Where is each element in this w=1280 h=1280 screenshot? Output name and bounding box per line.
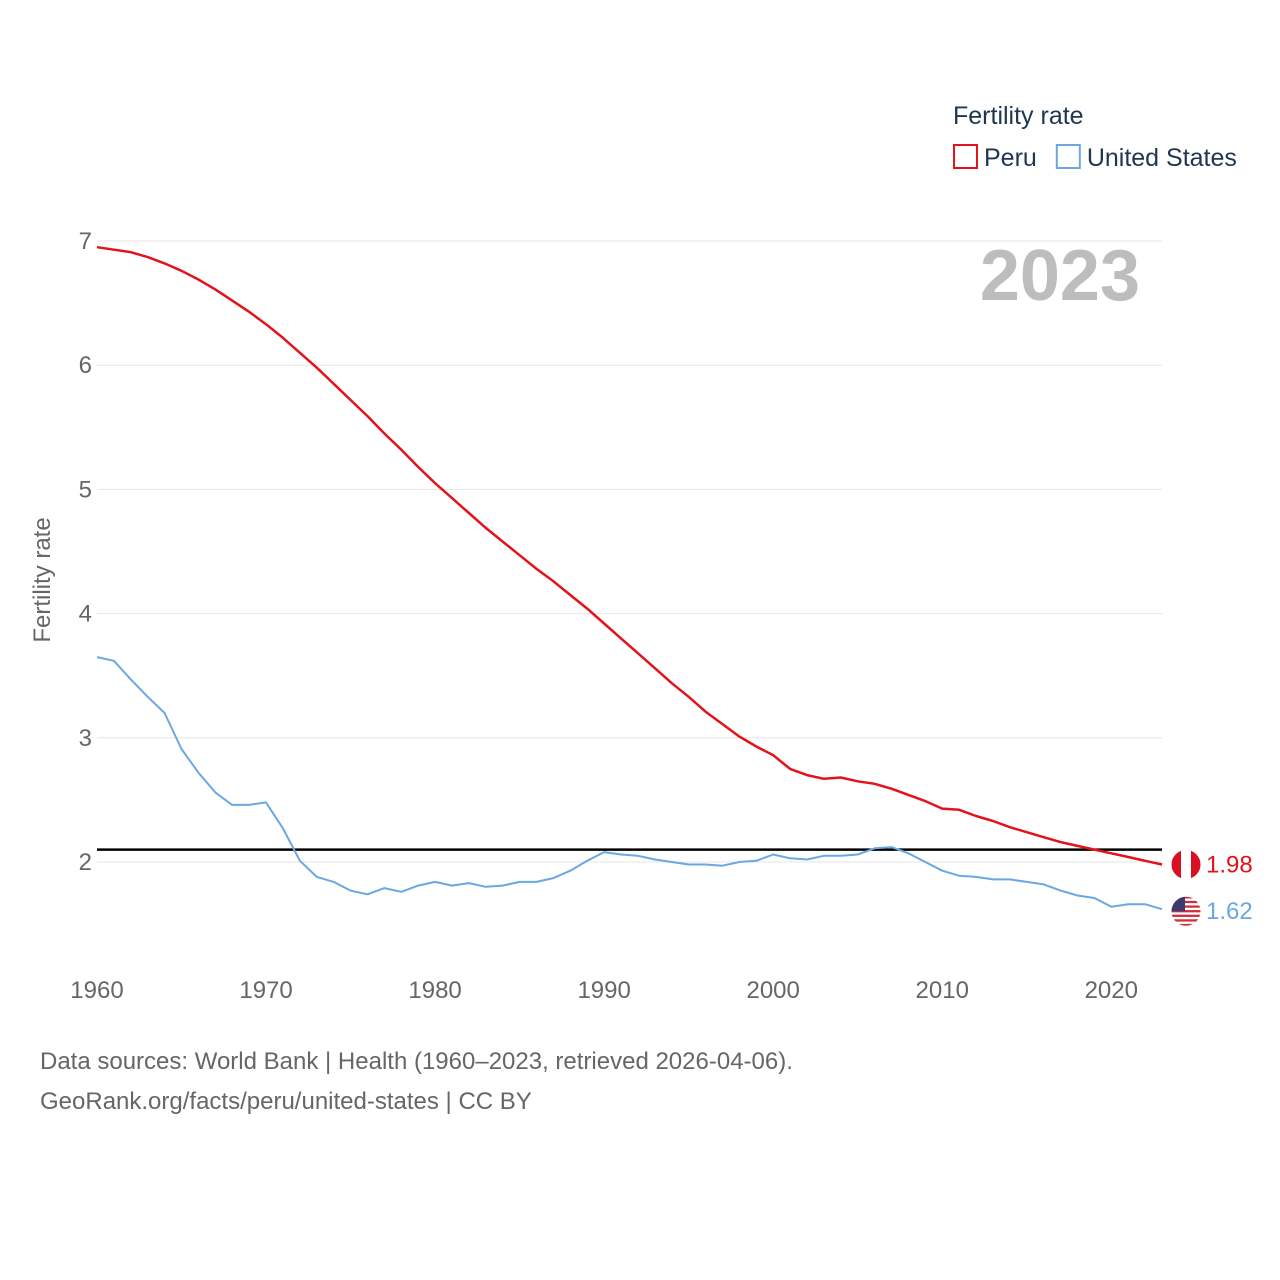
series-group	[96, 245, 1163, 911]
x-tick-label-1970: 1970	[239, 977, 292, 1004]
x-tick-label-1990: 1990	[577, 977, 630, 1004]
gridlines	[97, 240, 1162, 863]
x-tick-label-2000: 2000	[746, 977, 799, 1004]
legend[interactable]: Fertility rate Peru United States	[953, 102, 1237, 172]
legend-label-peru: Peru	[984, 144, 1037, 172]
footer: Data sources: World Bank | Health (1960–…	[40, 1042, 793, 1122]
data-source-note: Data sources: World Bank | Health (1960–…	[40, 1048, 793, 1075]
legend-swatch-united-states	[1055, 144, 1081, 169]
license-note: GeoRank.org/facts/peru/united-states | C…	[40, 1088, 532, 1115]
series-line-peru	[96, 245, 1163, 866]
legend-label-united-states: United States	[1087, 144, 1237, 172]
x-tick-label-2010: 2010	[916, 977, 969, 1004]
y-axis-title: Fertility rate	[29, 517, 56, 642]
y-tick-label-7: 7	[79, 228, 92, 255]
y-tick-label-6: 6	[79, 352, 92, 379]
flag-icon-peru	[1171, 849, 1201, 880]
x-tick-label-2020: 2020	[1085, 977, 1138, 1004]
y-axis: 2 3 4 5 6 7	[79, 228, 92, 876]
y-tick-label-3: 3	[79, 725, 92, 752]
year-label: 2023	[980, 236, 1140, 316]
end-value-label-peru: 1.98	[1206, 851, 1253, 878]
x-tick-label-1960: 1960	[70, 977, 123, 1004]
legend-title: Fertility rate	[953, 102, 1084, 130]
y-tick-label-2: 2	[79, 849, 92, 876]
end-value-label-united-states: 1.62	[1206, 898, 1253, 925]
x-tick-label-1980: 1980	[408, 977, 461, 1004]
y-tick-label-4: 4	[79, 601, 92, 628]
x-axis: 1960 1970 1980 1990 2000 2010 2020	[70, 977, 1138, 1004]
y-tick-label-5: 5	[79, 476, 92, 503]
end-labels: 1.98 1.62	[1170, 848, 1253, 927]
legend-swatch-peru	[953, 144, 978, 169]
series-line-united-states	[96, 656, 1163, 911]
